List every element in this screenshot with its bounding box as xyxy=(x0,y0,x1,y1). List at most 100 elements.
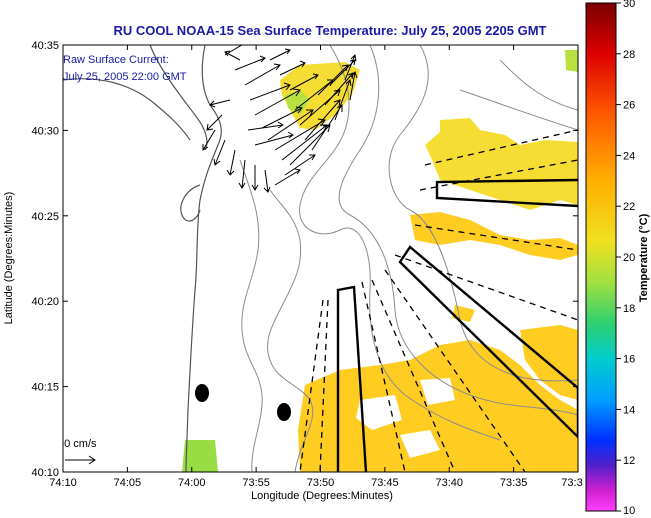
current-arrow xyxy=(334,78,352,121)
y-tick-label: 40:15 xyxy=(31,382,59,394)
sst-patch-southwest-green xyxy=(182,440,218,472)
current-arrow xyxy=(238,159,246,189)
x-tick-label: 73:3 xyxy=(561,477,582,489)
current-arrow xyxy=(251,165,259,191)
sst-hole-1 xyxy=(356,395,402,430)
current-arrow xyxy=(263,169,271,193)
colorbar-tick-label: 30 xyxy=(623,0,635,10)
station-marker-east xyxy=(277,403,291,421)
colorbar-tick-label: 16 xyxy=(623,354,635,366)
colorbar-tick-label: 28 xyxy=(623,49,635,61)
colorbar xyxy=(585,2,617,512)
sst-hole-3 xyxy=(400,430,440,458)
beam-line xyxy=(371,279,456,472)
map-layers: Raw Surface Current: July 25, 2005 22:00… xyxy=(58,45,578,472)
colorbar-ticks: 30 28 26 24 22 20 18 16 14 12 10 xyxy=(616,0,635,517)
current-arrow xyxy=(274,168,301,186)
radar-beam-outlines xyxy=(336,178,578,472)
current-arrow xyxy=(304,99,341,141)
map-title: RU COOL NOAA-15 Sea Surface Temperature:… xyxy=(113,23,546,38)
y-tick-label: 40:25 xyxy=(31,211,59,223)
y-axis: 40:35 40:30 40:25 40:20 40:15 40:10 xyxy=(31,40,578,479)
y-tick-label: 40:35 xyxy=(31,40,59,52)
sst-patch-top-right xyxy=(565,50,578,72)
bathymetry-contours xyxy=(239,45,578,472)
colorbar-tick-label: 18 xyxy=(623,303,635,315)
x-tick-label: 73:50 xyxy=(307,477,335,489)
beam-line xyxy=(419,159,578,191)
x-axis: 74:10 74:05 74:00 73:55 73:50 73:45 73:40 73:35… xyxy=(49,45,583,489)
current-arrow xyxy=(249,82,291,101)
contour-outer xyxy=(388,45,578,382)
current-arrow xyxy=(349,70,358,101)
current-arrow xyxy=(289,73,319,91)
current-arrow xyxy=(269,48,291,61)
coastline-hook xyxy=(149,45,208,151)
current-legend-line2: July 25, 2005 22:00 GMT xyxy=(63,71,187,83)
beam-outline-diagonal xyxy=(398,245,578,439)
coastline-bay xyxy=(63,78,191,141)
current-arrow xyxy=(247,121,284,131)
sst-patch-east xyxy=(410,212,578,260)
beam-outline-south xyxy=(336,285,368,472)
x-tick-label: 74:10 xyxy=(49,477,77,489)
station-marker-west xyxy=(195,384,209,402)
x-tick-label: 73:45 xyxy=(371,477,399,489)
colorbar-tick-label: 22 xyxy=(623,201,635,213)
current-arrow xyxy=(209,99,231,108)
colorbar-tick-label: 14 xyxy=(623,404,635,416)
colorbar-tick-label: 20 xyxy=(623,252,635,264)
contour-near-shore xyxy=(239,159,263,472)
surface-current-vectors xyxy=(202,45,358,193)
x-tick-label: 73:55 xyxy=(242,477,270,489)
current-arrow xyxy=(254,131,294,146)
y-axis-label: Latitude (Degrees:Minutes) xyxy=(3,192,15,325)
current-arrow xyxy=(344,53,357,81)
current-arrow xyxy=(202,129,216,151)
x-tick-label: 73:40 xyxy=(435,477,463,489)
current-arrow xyxy=(274,118,326,151)
current-arrow xyxy=(224,45,243,56)
contour-mid xyxy=(338,45,578,416)
scale-label: 50 cm/s xyxy=(58,438,97,450)
current-legend-line1: Raw Surface Current: xyxy=(63,54,169,66)
colorbar-label: Temperature (°C) xyxy=(638,213,650,302)
sst-patch-northeast xyxy=(425,118,578,210)
beam-outline-north xyxy=(435,178,578,208)
current-arrow xyxy=(311,104,343,151)
current-arrow xyxy=(213,139,226,166)
colorbar-tick-label: 26 xyxy=(623,100,635,112)
current-arrow xyxy=(289,124,331,166)
contour-east-ridge-2 xyxy=(459,89,578,131)
current-arrow xyxy=(267,109,314,141)
current-arrow xyxy=(234,55,266,71)
contour-east-ridge xyxy=(499,59,578,111)
y-tick-label: 40:30 xyxy=(31,125,59,137)
y-tick-label: 40:10 xyxy=(31,467,59,479)
colorbar-tick-label: 12 xyxy=(623,455,635,467)
colorbar-tick-label: 24 xyxy=(623,150,635,162)
beam-line xyxy=(299,299,324,472)
beam-line xyxy=(384,269,526,472)
current-arrow xyxy=(206,114,223,131)
x-tick-label: 73:35 xyxy=(500,477,528,489)
y-tick-label: 40:20 xyxy=(31,296,59,308)
beam-line xyxy=(424,129,578,166)
current-arrow xyxy=(224,50,241,61)
x-axis-label: Longitude (Degrees:Minutes) xyxy=(251,490,393,502)
radar-beam-lines xyxy=(299,129,578,472)
colorbar-tick-label: 10 xyxy=(623,505,635,517)
current-arrow xyxy=(254,88,301,116)
sst-hole-2 xyxy=(420,378,455,405)
contour-shelf xyxy=(267,189,314,472)
current-arrow xyxy=(244,63,281,86)
current-arrow xyxy=(324,72,354,106)
current-arrow xyxy=(226,149,236,176)
x-tick-label: 74:05 xyxy=(114,477,142,489)
contour-inner xyxy=(299,45,501,441)
beam-line xyxy=(414,224,578,251)
current-arrow xyxy=(284,154,316,176)
beam-line xyxy=(319,299,329,472)
coastline-inlet xyxy=(180,184,201,222)
